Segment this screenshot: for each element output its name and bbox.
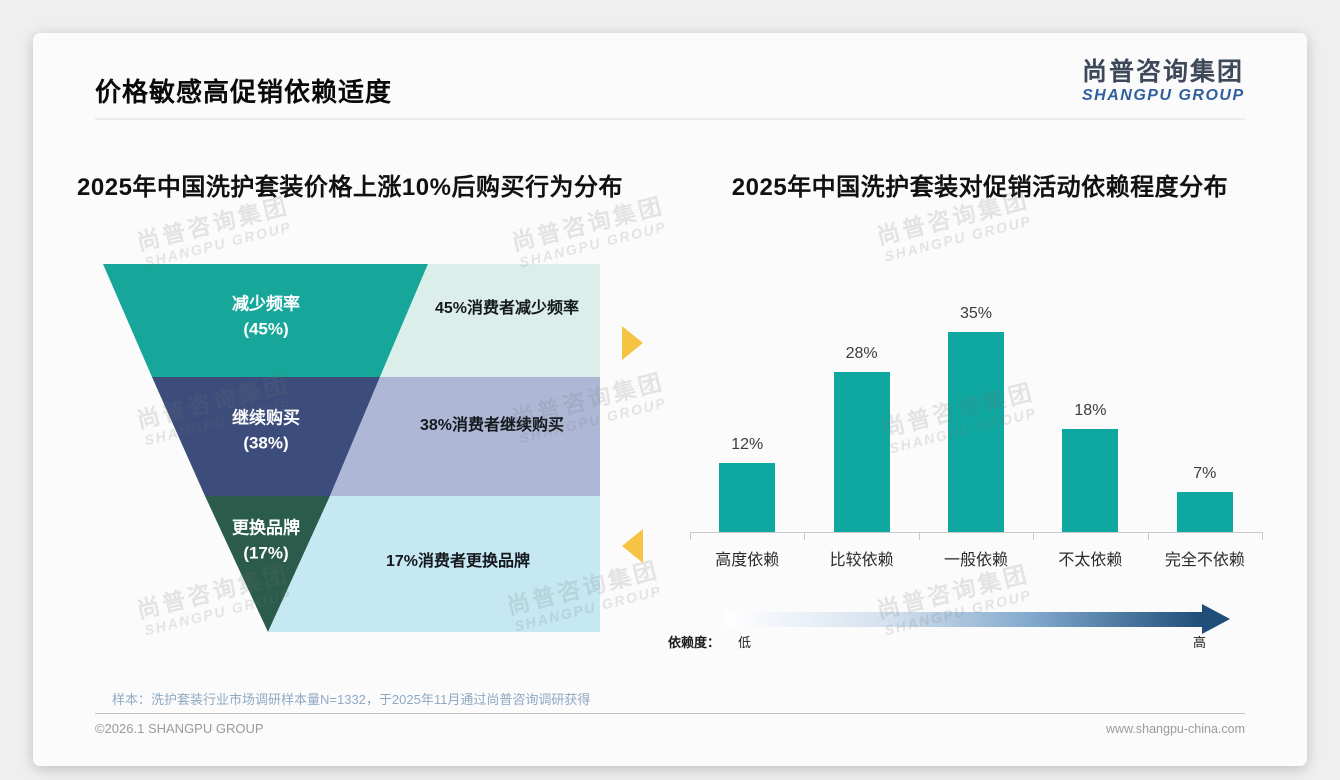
funnel-chart-title: 2025年中国洗护套装价格上涨10%后购买行为分布 [77,174,623,201]
funnel-segment-pct: (38%) [243,433,289,452]
bar-column: 7% [1148,292,1262,532]
bar-value-label: 28% [845,345,878,362]
dependence-gradient-arrow [725,604,1230,634]
funnel-segment-name: 继续购买 [232,408,300,428]
bar-value-label: 35% [960,305,993,322]
funnel-segment-name: 减少频率 [232,294,300,314]
funnel-note-reduce: 45%消费者减少频率 [434,300,580,317]
dependence-high-label: 高 [1193,635,1207,650]
company-logo: 尚普咨询集团 SHANGPU GROUP [1082,60,1245,104]
dependence-low-label: 低 [738,635,752,650]
bar [948,332,1005,532]
sample-note: 样本：洗护套装行业市场调研样本量N=1332，于2025年11月通过尚普咨询调研… [112,692,591,707]
bar [1062,429,1119,532]
funnel-segment-pct: (17%) [243,543,289,562]
page-title: 价格敏感高促销依赖适度 [95,77,393,107]
bar-category-label: 不太依赖 [1058,552,1123,569]
dependence-scale-label: 依赖度： [668,635,721,650]
website-text: www.shangpu-china.com [1106,722,1245,736]
dependence-arrowhead-icon [1202,604,1230,634]
bar-column: 28% [804,292,918,532]
bar-category-label: 完全不依赖 [1164,552,1245,569]
funnel-panel-continue [330,377,600,496]
bar-value-label: 12% [731,436,764,453]
arrow-left-icon [622,529,643,563]
funnel-panel-reduce [380,264,600,377]
logo-chinese-text: 尚普咨询集团 [1082,58,1245,86]
funnel-note-continue: 38%消费者继续购买 [419,417,565,434]
bar-column: 18% [1033,292,1147,532]
bar-category-label: 高度依赖 [715,552,780,569]
bar-chart-title: 2025年中国洗护套装对促销活动依赖程度分布 [731,174,1229,201]
footer-divider [95,713,1245,714]
bar-chart: 12% 28% 35% 18% 7% [690,292,1262,532]
bar-category-label: 一般依赖 [944,552,1009,569]
title-divider [95,118,1245,120]
funnel-segment-name: 更换品牌 [232,518,300,538]
funnel-segment-label-switch: 更换品牌 (17%) [232,516,300,565]
bar-value-label: 7% [1193,465,1217,482]
funnel-chart [103,264,600,632]
funnel-segment-switch [205,496,330,632]
funnel-segment-reduce [103,264,428,377]
funnel-segment-continue [152,377,380,496]
dependence-gradient-bar [725,612,1202,627]
bar [1176,492,1233,532]
logo-english-text: SHANGPU GROUP [1082,87,1245,104]
copyright-text: ©2026.1 SHANGPU GROUP [95,721,264,736]
bar-category-labels: 高度依赖 比较依赖 一般依赖 不太依赖 完全不依赖 [690,546,1262,570]
x-axis [690,532,1264,540]
arrow-right-icon [622,326,643,360]
bar-column: 35% [919,292,1033,532]
funnel-segment-pct: (45%) [243,319,289,338]
bar-value-label: 18% [1074,402,1107,419]
bar [833,372,890,532]
funnel-note-switch: 17%消费者更换品牌 [385,553,531,570]
bar [719,463,776,532]
funnel-segment-label-reduce: 减少频率 (45%) [232,292,300,341]
funnel-segment-label-continue: 继续购买 (38%) [232,406,300,455]
bar-column: 12% [690,292,804,532]
bar-category-label: 比较依赖 [829,552,894,569]
funnel-panel-switch [268,496,600,632]
